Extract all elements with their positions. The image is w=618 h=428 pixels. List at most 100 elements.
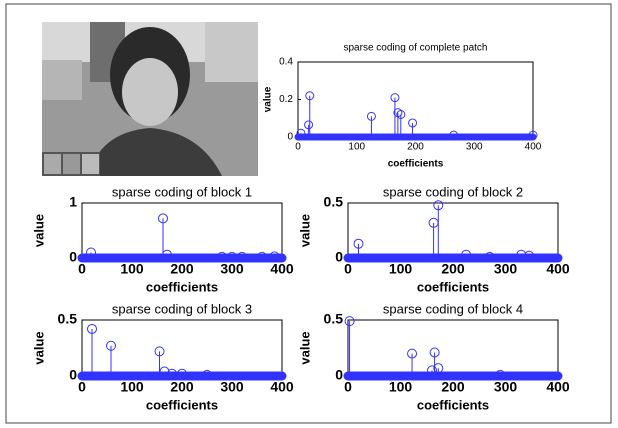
stem-marker [433,363,444,374]
x-tick-label: 100 [389,379,413,395]
x-tick-label: 100 [348,142,365,153]
y-tick-label: 0 [69,249,77,265]
plot-area [81,202,283,259]
y-tick-label: 0.5 [58,311,78,327]
stem-marker [159,366,170,377]
x-tick-label: 0 [78,261,86,277]
stem-marker [427,365,437,376]
stem-marker [296,128,306,138]
y-tick-label: 0.5 [324,311,344,327]
chart-title: sparse coding of block 3 [112,301,252,316]
x-tick-label: 100 [120,261,144,277]
stem-marker [408,118,418,128]
stem-marker [87,323,97,334]
stem-marker [433,200,444,211]
x-axis-label: coefficients [388,159,444,170]
chart: sparse coding of block 3 coefficients valu… [31,301,293,412]
chart-title: sparse coding of block 1 [112,184,252,199]
stem-marker [237,251,247,262]
stem-marker [162,249,172,260]
x-tick-label: 300 [220,261,244,277]
stem-marker [396,110,406,119]
stem-marker [390,93,400,103]
y-tick-label: 0 [287,132,293,143]
stem-marker [202,369,212,380]
y-tick-label: 0 [335,249,343,265]
chart: sparse coding of block 1 coefficients valu… [31,184,293,294]
y-tick-label: 0.4 [279,57,293,68]
webcam-photo [42,22,258,176]
y-axis-label: value [297,331,312,364]
stem-marker [86,247,96,258]
plot-area [347,202,559,259]
stem-marker [167,368,177,379]
stem-marker [257,251,267,262]
x-tick-label: 300 [466,142,483,153]
x-tick-label: 400 [270,261,294,277]
y-axis-label: value [31,214,46,247]
stem-marker [106,340,116,351]
stem-marker [227,251,237,262]
plot-area [297,61,534,138]
y-tick-label: 1 [69,194,77,210]
stem-marker [177,368,187,379]
x-tick-label: 0 [295,142,301,153]
stem-marker [407,348,418,359]
x-tick-label: 400 [525,142,542,153]
stem-marker [393,108,403,118]
y-axis-label: value [263,86,274,112]
x-tick-label: 200 [441,379,465,395]
stem-marker [217,251,227,262]
x-tick-label: 400 [546,261,570,277]
y-tick-label: 0.2 [279,94,293,105]
chart: sparse coding of block 4 coefficients valu… [297,301,569,412]
x-tick-label: 300 [220,379,244,395]
y-tick-label: 0.5 [324,194,344,210]
stem-marker [484,251,495,262]
stem-marker [495,369,506,380]
x-tick-label: 300 [494,379,518,395]
x-tick-label: 0 [78,379,86,395]
stem-marker [461,249,472,260]
x-axis-label: coefficients [417,279,489,294]
stem-marker [429,347,440,358]
chart-title: sparse coding of block 4 [383,301,523,316]
x-axis-label: coefficients [146,279,218,294]
stem-marker [344,316,355,327]
stem-marker [524,250,535,261]
x-tick-label: 400 [270,379,294,395]
stem-marker [516,249,527,260]
x-tick-label: 0 [344,379,352,395]
stem-marker [353,238,364,249]
y-axis-label: value [297,214,312,247]
stem-marker [366,111,376,121]
x-tick-label: 400 [546,379,570,395]
y-axis-label: value [31,331,46,364]
stem-marker [449,130,459,140]
stem-marker [158,213,168,224]
chart-title: sparse coding of complete patch [344,43,488,54]
stem-marker [154,346,165,357]
stem-marker [528,130,538,140]
x-tick-label: 100 [120,379,144,395]
x-tick-label: 200 [441,261,465,277]
chart: sparse coding of block 2 coefficients valu… [297,184,569,294]
y-tick-label: 0 [69,367,77,383]
x-tick-label: 100 [389,261,413,277]
stem-marker [305,91,315,101]
plot-area [347,319,559,377]
x-tick-label: 200 [407,142,424,153]
x-tick-label: 200 [170,379,194,395]
x-tick-label: 200 [170,261,194,277]
x-tick-label: 0 [344,261,352,277]
x-tick-label: 300 [494,261,518,277]
stem-marker [269,251,280,262]
chart-title: sparse coding of block 2 [383,184,523,199]
y-tick-label: 0 [335,367,343,383]
x-axis-label: coefficients [146,397,218,412]
stem-marker [304,120,314,130]
chart: sparse coding of complete patch coefficie… [263,43,542,170]
x-axis-label: coefficients [417,397,489,412]
